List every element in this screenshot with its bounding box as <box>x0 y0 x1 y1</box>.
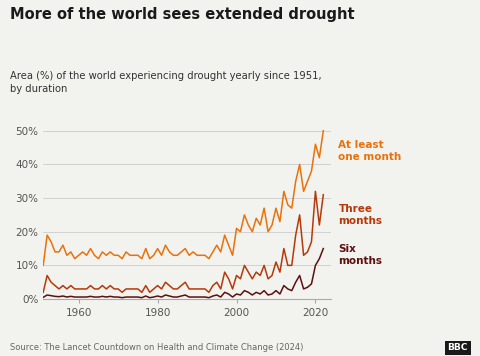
Text: BBC: BBC <box>448 344 468 352</box>
Text: Source: The Lancet Countdown on Health and Climate Change (2024): Source: The Lancet Countdown on Health a… <box>10 344 303 352</box>
Text: Three
months: Three months <box>338 204 383 226</box>
Text: At least
one month: At least one month <box>338 140 402 162</box>
Text: Six
months: Six months <box>338 244 383 267</box>
Text: More of the world sees extended drought: More of the world sees extended drought <box>10 7 354 22</box>
Text: Area (%) of the world experiencing drought yearly since 1951,
by duration: Area (%) of the world experiencing droug… <box>10 71 321 94</box>
